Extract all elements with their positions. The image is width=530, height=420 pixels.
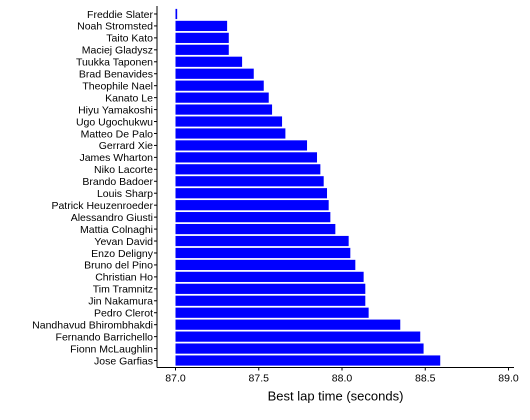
bar: [175, 235, 349, 247]
bar: [175, 295, 366, 306]
category-label: Matteo De Palo: [81, 128, 154, 140]
bar: [175, 92, 269, 103]
category-label: Louis Sharp: [97, 188, 153, 200]
bar: [175, 343, 424, 354]
bar: [175, 140, 308, 151]
category-label: Enzo Deligny: [91, 248, 154, 260]
category-label: Patrick Heuzenroeder: [51, 200, 153, 212]
category-label: Kanato Le: [105, 92, 153, 104]
category-label: Theophile Nael: [82, 80, 153, 92]
x-axis-ticks: 87.0 87.5 88.0 88.5 89.0: [165, 367, 519, 385]
x-tick-label: 89.0: [498, 373, 519, 385]
bar: [175, 44, 229, 55]
bar: [175, 164, 321, 175]
x-tick-label: 88.5: [415, 373, 436, 385]
category-label: Fionn McLaughlin: [70, 343, 153, 355]
x-tick-label: 87.5: [249, 373, 270, 385]
category-label: Hiyu Yamakoshi: [78, 104, 153, 116]
category-label: Tuukka Taponen: [76, 57, 153, 69]
bar: [175, 104, 273, 115]
category-label: Pedro Clerot: [94, 308, 153, 320]
category-label: Bruno del Pino: [84, 260, 153, 272]
category-label: Christian Ho: [95, 272, 153, 284]
category-label: Gerrard Xie: [99, 140, 153, 152]
bar: [175, 80, 264, 91]
category-label: Tim Tramnitz: [93, 284, 153, 296]
bar: [175, 68, 254, 79]
category-label: Freddie Slater: [87, 9, 153, 21]
bar: [175, 128, 286, 139]
bar: [175, 20, 228, 32]
category-label: Noah Stromsted: [77, 21, 153, 33]
category-label: Mattia Colnaghi: [80, 224, 153, 236]
bar: [175, 271, 364, 282]
bar: [175, 116, 283, 127]
bar: [175, 223, 336, 235]
category-label: Brad Benavides: [79, 69, 153, 81]
category-label: Alessandro Giusti: [71, 212, 153, 224]
bar: [175, 259, 356, 271]
bar: [175, 331, 421, 342]
bar: [175, 152, 318, 163]
category-label: Jin Nakamura: [88, 296, 153, 308]
category-label: Yevan David: [94, 236, 153, 248]
bar: [175, 247, 351, 259]
category-label: Ugo Ugochukwu: [76, 116, 153, 128]
category-label: Niko Lacorte: [94, 164, 153, 176]
bar: [175, 32, 229, 43]
bar: [175, 307, 369, 318]
bar: [175, 176, 324, 187]
bars: [175, 8, 441, 366]
category-label: James Wharton: [79, 152, 153, 164]
category-label: Nandhavud Bhirombhakdi: [32, 319, 153, 331]
bar: [175, 8, 178, 20]
x-tick-label: 87.0: [165, 373, 186, 385]
bar: [175, 56, 243, 67]
category-label: Brando Badoer: [82, 176, 153, 188]
category-label: Jose Garfias: [94, 355, 153, 367]
bar: [175, 212, 331, 223]
bar: [175, 355, 441, 366]
bar: [175, 319, 401, 330]
bar: [175, 200, 329, 211]
x-axis-title: Best lap time (seconds): [268, 389, 404, 404]
bar: [175, 188, 328, 199]
bar: [175, 283, 366, 294]
category-label: Taito Kato: [106, 33, 153, 45]
x-tick-label: 88.0: [332, 373, 353, 385]
category-label: Fernando Barrichello: [56, 331, 154, 343]
category-label: Maciej Gladysz: [82, 45, 153, 57]
